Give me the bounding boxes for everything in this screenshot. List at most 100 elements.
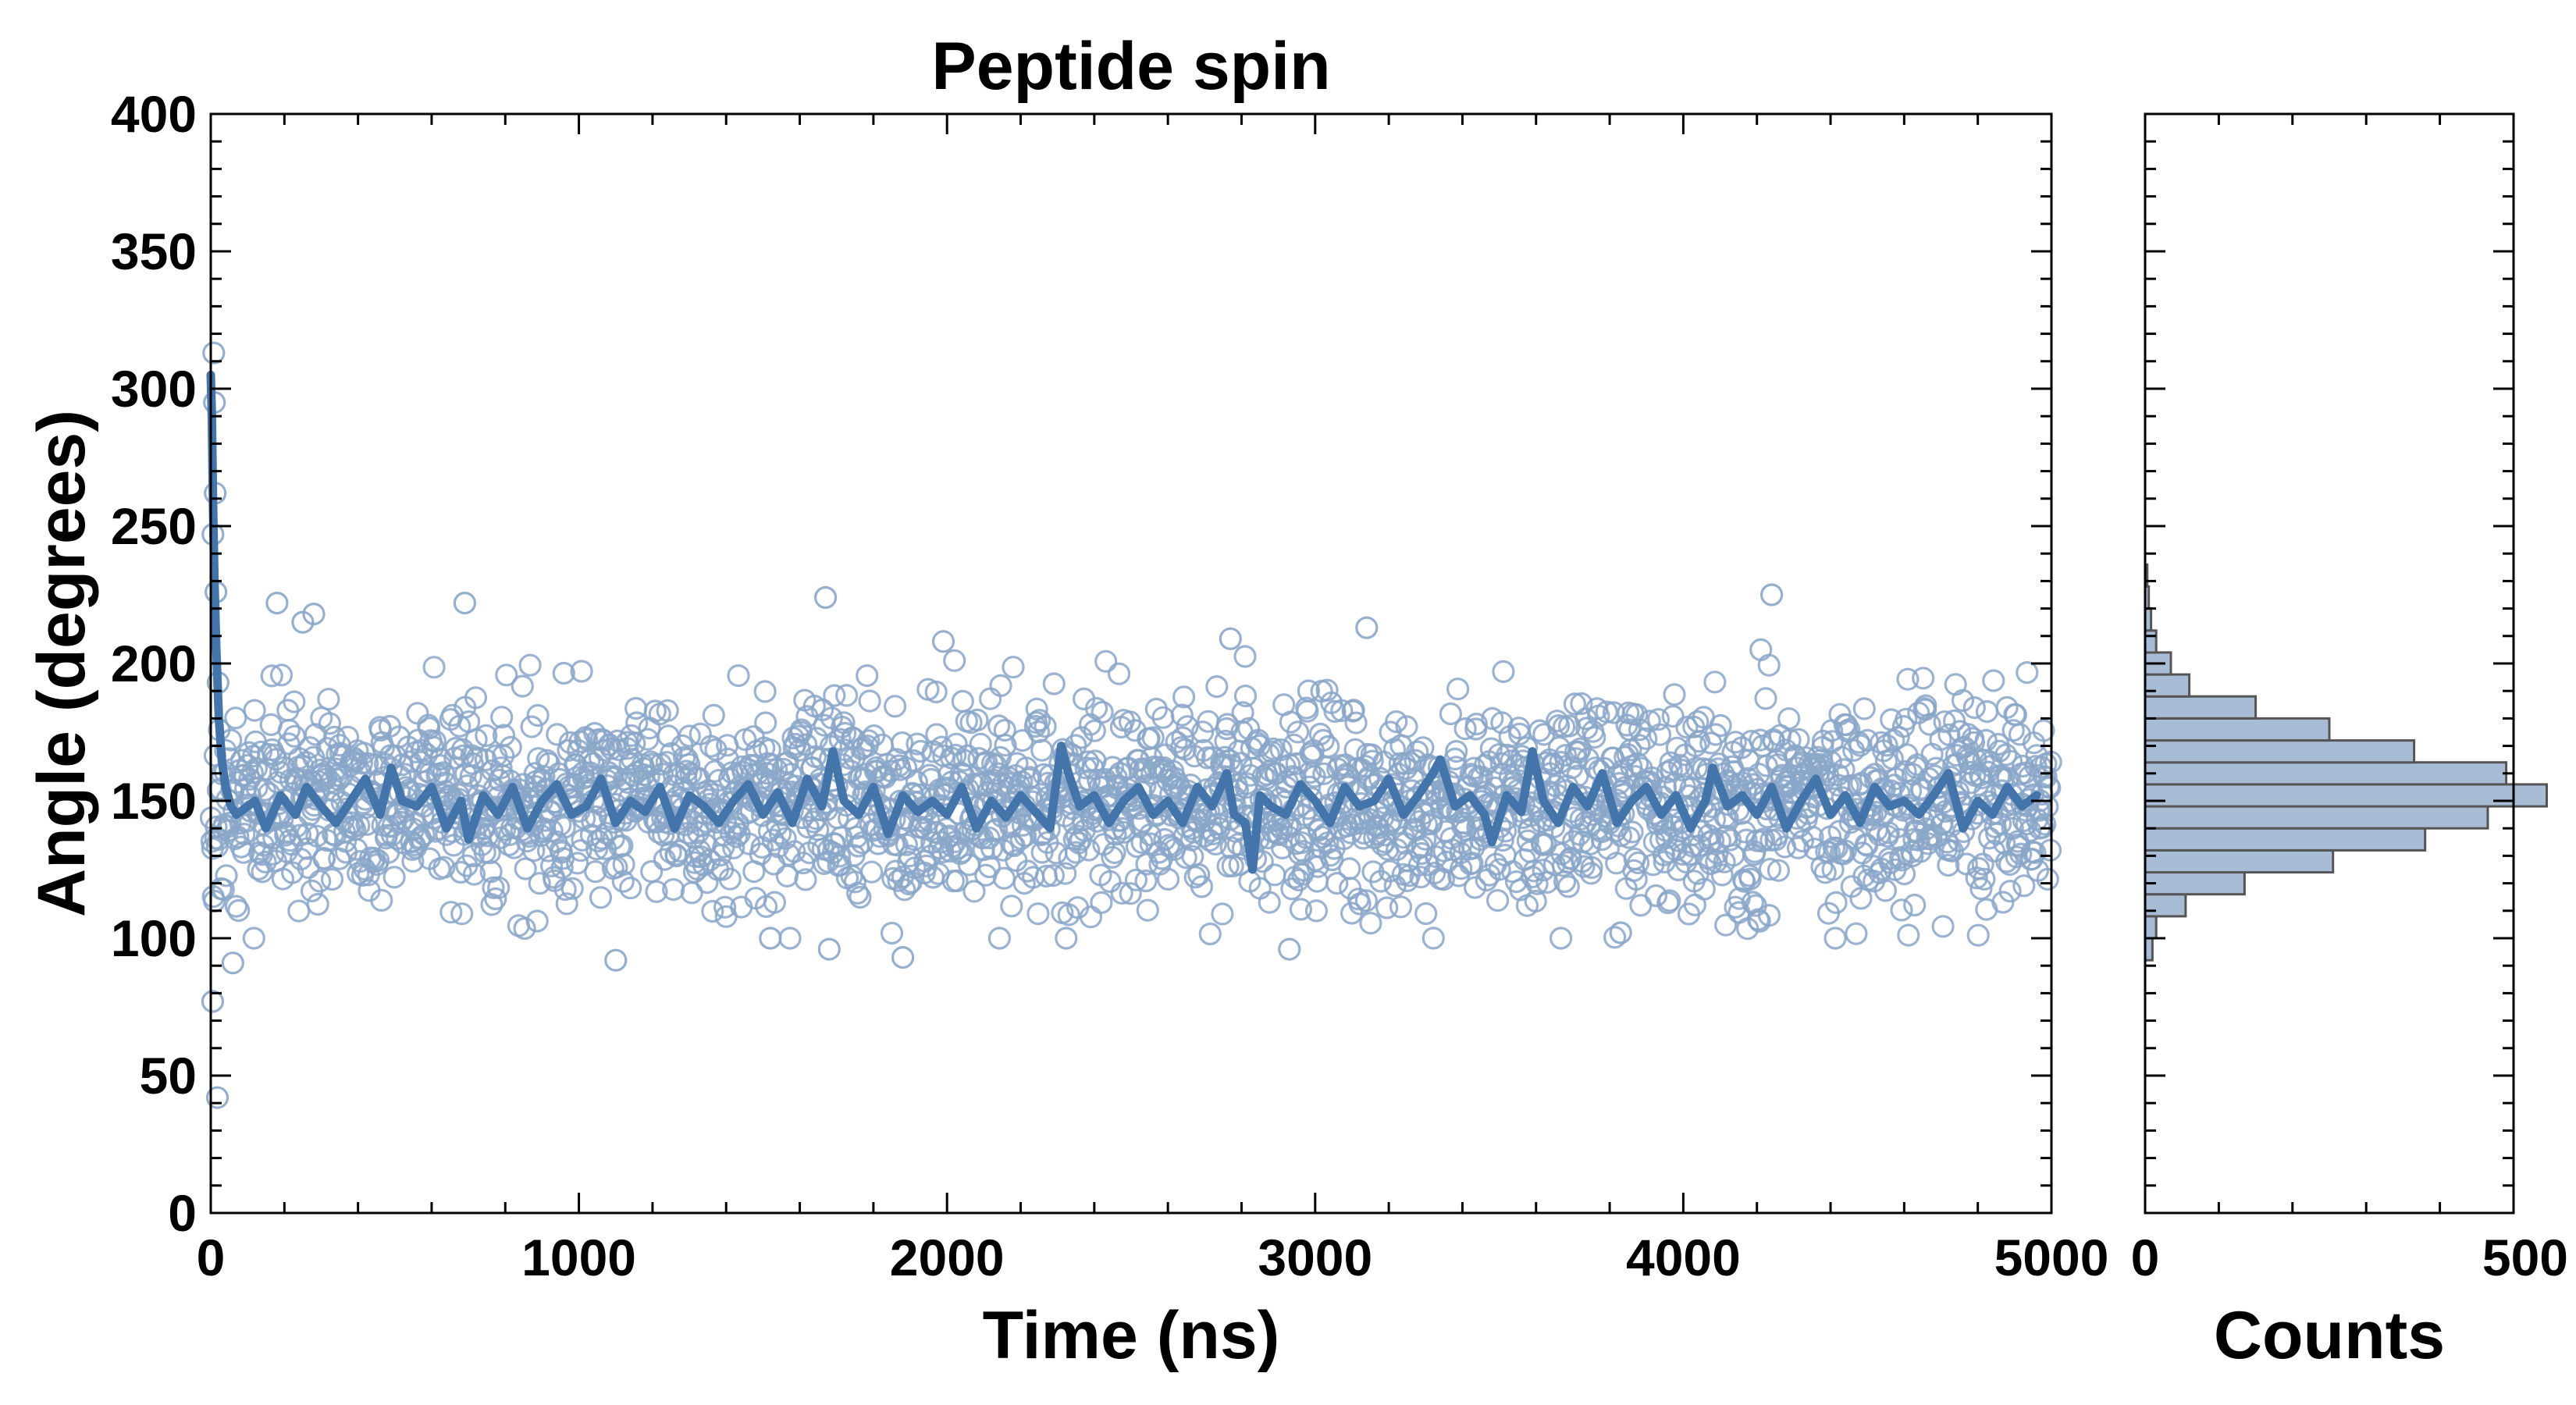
scatter-point xyxy=(243,699,266,722)
scatter-point xyxy=(1629,894,1653,917)
scatter-point xyxy=(1912,667,1935,690)
scatter-point xyxy=(1918,713,1941,736)
scatter-point xyxy=(702,703,725,727)
scatter-point xyxy=(2004,703,2027,727)
scatter-point xyxy=(232,841,255,864)
scatter-point xyxy=(645,880,668,903)
scatter-point xyxy=(2033,813,2057,836)
scatter-point xyxy=(558,731,582,755)
y-tick-label: 250 xyxy=(111,497,197,555)
scatter-point xyxy=(240,761,264,784)
scatter-point xyxy=(1042,672,1066,695)
scatter-point xyxy=(370,888,393,912)
scatter-point xyxy=(1703,670,1727,694)
scatter-point xyxy=(287,899,311,923)
scatter-point xyxy=(1352,821,1375,845)
scatter-point xyxy=(987,714,1011,738)
scatter-point xyxy=(1205,674,1229,699)
scatter-point xyxy=(1889,845,1912,870)
scatter-point xyxy=(1766,823,1789,847)
scatter-point xyxy=(1453,717,1477,741)
scatter-point xyxy=(1298,760,1322,784)
scatter-point xyxy=(1445,739,1468,763)
histogram-plot-area: 0 500 xyxy=(2131,112,2568,1286)
scatter-point xyxy=(2023,841,2047,864)
scatter-point xyxy=(794,868,817,891)
scatter-point xyxy=(1735,828,1758,852)
scatter-point-outlier xyxy=(453,591,477,615)
histogram-bar xyxy=(2144,673,2191,698)
scatter-point xyxy=(2038,776,2062,799)
scatter-point xyxy=(945,869,969,893)
scatter-point-outlier xyxy=(201,990,224,1013)
scatter-point xyxy=(350,752,373,775)
scatter-point xyxy=(1943,709,1966,733)
scatter-point xyxy=(1389,895,1413,919)
x-axis-label: Time (ns) xyxy=(983,1298,1280,1373)
scatter-point xyxy=(796,816,820,839)
scatter-point xyxy=(553,877,577,902)
scatter-point xyxy=(993,718,1016,742)
scatter-point xyxy=(1648,723,1672,746)
scatter-point xyxy=(943,649,966,672)
x-tick-label: 4000 xyxy=(1626,1229,1741,1286)
scatter-point xyxy=(1959,760,1982,784)
scatter-point xyxy=(1509,878,1532,902)
scatter-point xyxy=(779,763,802,786)
scatter-point xyxy=(555,892,578,916)
scatter-point xyxy=(893,878,916,902)
scatter-point xyxy=(1172,685,1196,709)
scatter-point xyxy=(1304,899,1329,923)
scatter-point xyxy=(233,822,256,846)
scatter-point xyxy=(1635,727,1658,750)
scatter-point xyxy=(401,849,425,873)
scatter-point xyxy=(429,747,453,771)
scatter-point xyxy=(1363,826,1386,850)
scatter-point xyxy=(966,708,989,732)
scatter-point xyxy=(1658,889,1681,912)
histogram-bar xyxy=(2144,827,2427,852)
scatter-point xyxy=(382,866,406,889)
scatter-point xyxy=(1215,713,1240,736)
scatter-point xyxy=(1839,774,1863,798)
scatter-point xyxy=(1962,695,1986,720)
scatter-point xyxy=(619,877,642,900)
scatter-point xyxy=(308,870,332,893)
x-tick-label: 3000 xyxy=(1258,1229,1372,1286)
scatter-point xyxy=(298,736,322,759)
scatter-point-outlier xyxy=(759,927,782,950)
scatter-point xyxy=(2032,719,2055,742)
scatter-point xyxy=(894,756,918,780)
scatter-point xyxy=(1026,902,1050,926)
scatter-point xyxy=(550,856,574,880)
scatter-point xyxy=(611,870,635,893)
scatter-point xyxy=(857,729,881,752)
scatter-point xyxy=(1141,726,1165,749)
main-plot-frame xyxy=(209,112,2053,1215)
scatter-point xyxy=(212,877,235,902)
scatter-point xyxy=(484,887,507,911)
scatter-point xyxy=(845,881,870,905)
scatter-point xyxy=(1136,898,1159,922)
scatter-point xyxy=(552,661,575,685)
scatter-point xyxy=(1156,867,1180,891)
scatter-point xyxy=(1767,859,1790,882)
scatter-point xyxy=(1076,750,1100,774)
scatter-point xyxy=(760,752,784,776)
scatter-point xyxy=(1030,738,1054,762)
scatter-point xyxy=(1064,841,1088,864)
scatter-point xyxy=(1625,702,1649,727)
scatter-point xyxy=(2036,867,2059,891)
scatter-point xyxy=(1354,889,1379,912)
scatter-point xyxy=(1315,678,1339,702)
scatter-point xyxy=(880,921,904,945)
scatter-point xyxy=(1937,853,1960,877)
scatter-point xyxy=(227,898,251,923)
scatter-point xyxy=(1777,775,1800,799)
scatter-point xyxy=(761,828,785,852)
scatter-point xyxy=(727,663,750,688)
scatter-point xyxy=(1810,855,1834,879)
scatter-point xyxy=(897,872,921,896)
scatter-point-outlier xyxy=(1760,583,1784,606)
scatter-point xyxy=(1962,731,1985,754)
